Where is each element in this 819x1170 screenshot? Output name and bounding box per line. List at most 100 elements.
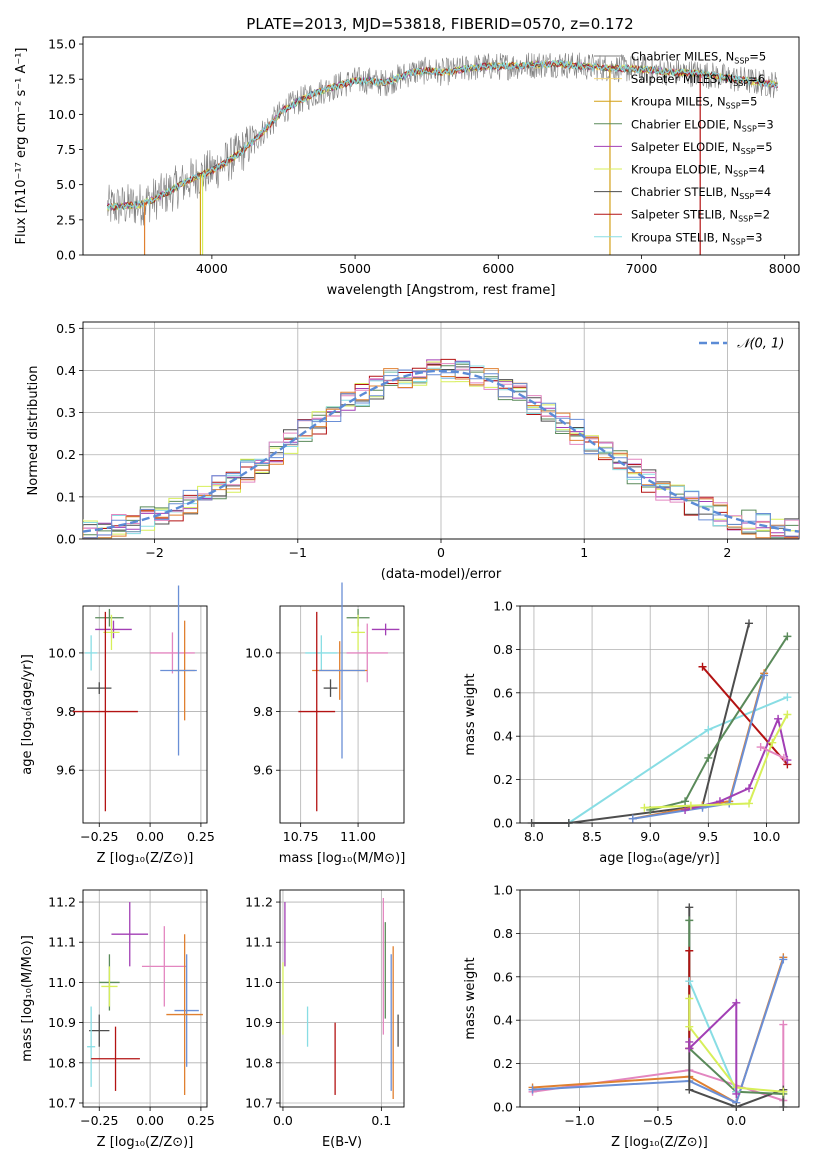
y-tick-label: 0.2: [56, 447, 76, 462]
weight-vs-Z-panel: −1.0 −0.5 0.0 0.0 0.2 0.4 0.6 0.8 1.0 Z [log₁₀(Z/…: [463, 883, 800, 1150]
errorbar-point: [87, 682, 112, 694]
weight-marker: [527, 819, 536, 827]
errorbar-point: [319, 582, 365, 759]
weight-marker: [783, 710, 792, 719]
x-tick-label: 8.0: [524, 829, 544, 844]
y-tick-label: 5.0: [56, 177, 76, 192]
errorbar-point: [95, 620, 132, 639]
errorbar-point: [160, 585, 197, 756]
weight-marker: [685, 903, 694, 912]
histogram-step: [83, 361, 799, 539]
panels: 4000 5000 6000 7000 80000.02.55.07.510.012.5…: [14, 37, 801, 1150]
weight-line: [649, 635, 789, 811]
weight-marker: [685, 946, 694, 955]
weight-marker: [783, 693, 792, 702]
weight-series: [756, 743, 788, 762]
weight-marker: [745, 784, 754, 793]
errorbar-point: [89, 1014, 110, 1047]
legend-label: Kroupa ELODIE, NSSP=4: [631, 163, 765, 179]
weight-marker: [564, 819, 573, 827]
axes-frame: [82, 321, 800, 540]
y-tick-label: 0.5: [56, 321, 76, 336]
x-tick-label: 11.00: [340, 829, 376, 844]
weight-marker: [640, 803, 649, 812]
y-tick-label: 10.8: [245, 1055, 273, 1070]
x-tick-label: 8000: [769, 261, 801, 276]
weight-line: [760, 746, 785, 759]
weight-vs-age-panel: 8.0 8.5 9.0 9.5 10.0 0.0 0.2 0.4 0.6 0.8 1.0 age [l…: [463, 599, 800, 866]
y-tick-label: 11.0: [48, 975, 76, 990]
weight-line: [688, 998, 784, 1093]
x-tick-label: 5000: [339, 261, 371, 276]
y-tick-label: 0.0: [493, 1100, 513, 1115]
weight-marker: [681, 805, 690, 814]
legend-label: Kroupa MILES, NSSP=5: [631, 95, 757, 111]
histogram-bars: [83, 358, 799, 539]
weight-line: [701, 666, 789, 766]
weight-marker: [768, 738, 777, 747]
errorbar-point: [141, 926, 187, 1007]
y-tick-label: 0.0: [56, 248, 76, 263]
x-tick-label: 0.00: [136, 829, 164, 844]
axes-frame: [82, 889, 208, 1108]
x-axis-label: (data-model)/error: [381, 567, 502, 582]
weight-series: [628, 671, 769, 823]
x-tick-label: 0.25: [187, 1113, 215, 1128]
weight-marker: [779, 1020, 788, 1029]
weight-marker: [685, 1085, 694, 1094]
errorbar-point: [91, 1026, 140, 1091]
errorbar-point: [351, 614, 365, 650]
y-tick-label: 0.8: [493, 926, 513, 941]
weight-marker: [686, 801, 695, 810]
y-tick-label: 15.0: [48, 37, 76, 52]
y-tick-label: 0.4: [56, 363, 76, 378]
y-axis-label: Flux [fλ10⁻¹⁷ erg cm⁻² s⁻¹ A⁻¹]: [14, 48, 29, 245]
x-tick-label: 0.25: [187, 829, 215, 844]
spectrum-panel: 4000 5000 6000 7000 8000 0.0 2.5 5.0 7.5 10.0 12.5…: [14, 37, 801, 298]
y-tick-label: 11.1: [245, 935, 273, 950]
weight-marker: [783, 632, 792, 641]
x-tick-label: 10.75: [283, 829, 319, 844]
y-tick-label: 0.0: [56, 532, 76, 547]
errorbar-point: [111, 902, 149, 967]
weight-marker: [745, 619, 754, 628]
y-tick-label: 1.0: [493, 883, 513, 898]
weight-series: [646, 632, 792, 814]
weight-marker: [779, 1103, 788, 1111]
x-tick-label: −0.5: [643, 1113, 673, 1128]
weight-marker: [732, 1103, 741, 1111]
weight-marker: [774, 714, 783, 723]
x-tick-label: −1: [289, 545, 307, 560]
model-spectrum-line: [106, 59, 778, 212]
legend-label: Kroupa STELIB, NSSP=3: [631, 230, 762, 246]
mass-vs-EBV-panel: 0.0 0.1 10.7 10.8 10.9 11.0 11.1 11.2 E(B-V): [245, 889, 405, 1150]
y-tick-label: 10.8: [48, 1055, 76, 1070]
y-tick-label: 11.2: [48, 895, 76, 910]
axes-frame: [519, 889, 800, 1108]
y-tick-label: 0.8: [493, 642, 513, 657]
mass-vs-Z-panel: −0.25 0.00 0.25 10.7 10.8 10.9 11.0 11.1 11.2 Z […: [20, 889, 215, 1150]
y-tick-label: 9.6: [253, 763, 273, 778]
weight-series: [640, 710, 792, 812]
x-tick-label: 8.5: [582, 829, 602, 844]
x-tick-label: 1: [580, 545, 588, 560]
weight-series: [681, 714, 792, 814]
y-tick-label: 7.5: [56, 142, 76, 157]
y-tick-label: 9.8: [253, 704, 273, 719]
y-tick-label: 0.0: [493, 816, 513, 831]
x-tick-label: −0.25: [80, 1113, 118, 1128]
legend-label: Chabrier MILES, NSSP=5: [631, 50, 766, 66]
x-tick-label: −0.25: [80, 829, 118, 844]
y-tick-label: 1.0: [493, 599, 513, 614]
y-tick-label: 0.6: [493, 685, 513, 700]
weight-line: [684, 715, 789, 811]
figure-title: PLATE=2013, MJD=53818, FIBERID=0570, z=0…: [246, 15, 633, 33]
weight-line: [532, 959, 785, 1105]
errorbar-point: [72, 611, 138, 812]
y-tick-label: 10.9: [245, 1015, 273, 1030]
x-tick-label: 4000: [196, 261, 228, 276]
errorbar-point: [346, 623, 388, 683]
y-tick-label: 0.4: [493, 729, 513, 744]
errorbar-point: [85, 635, 98, 671]
